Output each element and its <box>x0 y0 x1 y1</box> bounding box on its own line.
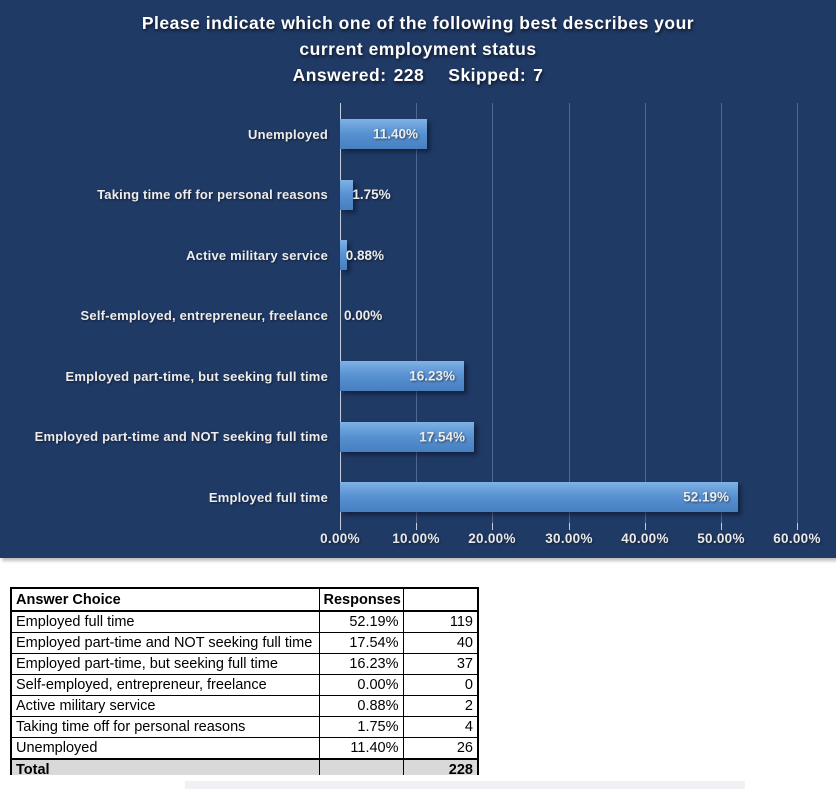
chart-title-line1: Please indicate which one of the followi… <box>141 13 695 33</box>
header-answer-choice[interactable]: Answer Choice <box>10 587 320 612</box>
axis-tick <box>797 523 798 530</box>
category-label: Employed part-time, but seeking full tim… <box>65 368 328 384</box>
cell-response-count[interactable]: 0 <box>402 674 479 696</box>
bar-value-label: 0.00% <box>344 308 383 324</box>
axis-tick-label: 50.00% <box>697 531 745 546</box>
axis-tick <box>721 523 722 530</box>
bar-value-label: 52.19% <box>683 489 729 505</box>
cell-answer-choice[interactable]: Self-employed, entrepreneur, freelance <box>10 674 320 696</box>
axis-tick <box>645 523 646 530</box>
category-label: Taking time off for personal reasons <box>97 187 328 203</box>
chart-panel[interactable]: Please indicate which one of the followi… <box>0 0 836 558</box>
skipped-value: 7 <box>533 65 544 85</box>
cell-response-count[interactable]: 40 <box>402 632 479 654</box>
axis-tick-label: 60.00% <box>773 531 821 546</box>
axis-tick-label: 10.00% <box>392 531 440 546</box>
category-label: Employed full time <box>208 489 328 505</box>
table-row: Active military service 0.88% 2 <box>10 695 479 717</box>
chart-title-line2: current employment status <box>299 39 537 59</box>
gridline <box>721 103 722 523</box>
cell-response-count[interactable]: 119 <box>402 610 479 633</box>
answered-label: Answered: <box>292 65 387 85</box>
cell-answer-choice[interactable]: Taking time off for personal reasons <box>10 716 320 738</box>
bar-value-label: 1.75% <box>352 187 391 203</box>
axis-tick <box>492 523 493 530</box>
sheet-rows-below[interactable] <box>0 775 836 790</box>
category-label: Active military service <box>186 247 328 263</box>
table-row: Employed full time 52.19% 119 <box>10 610 479 633</box>
axis-tick-label: 0.00% <box>320 531 360 546</box>
table-row: Unemployed 11.40% 26 <box>10 737 479 760</box>
chart-stats: Answered: 228 Skipped: 7 <box>0 62 836 88</box>
gridline <box>645 103 646 523</box>
cell-response-pct[interactable]: 16.23% <box>318 653 404 675</box>
bar-value-label: 16.23% <box>409 368 455 384</box>
chart-title: Please indicate which one of the followi… <box>0 10 836 88</box>
cell-answer-choice[interactable]: Employed part-time, but seeking full tim… <box>10 653 320 675</box>
bar-value-label: 0.88% <box>345 247 384 263</box>
cell-response-pct[interactable]: 1.75% <box>318 716 404 738</box>
gridline <box>569 103 570 523</box>
cell-response-count[interactable]: 2 <box>402 695 479 717</box>
cell-response-pct[interactable]: 0.88% <box>318 695 404 717</box>
bar <box>340 240 347 271</box>
header-blank[interactable] <box>402 587 479 612</box>
bar: 16.23% <box>340 361 464 392</box>
axis-tick <box>416 523 417 530</box>
axis-tick-label: 30.00% <box>545 531 593 546</box>
cell-answer-choice[interactable]: Active military service <box>10 695 320 717</box>
category-label: Employed part-time and NOT seeking full … <box>34 429 328 445</box>
table-row: Employed part-time, but seeking full tim… <box>10 653 479 675</box>
cell-response-pct[interactable]: 11.40% <box>318 737 404 760</box>
header-responses[interactable]: Responses <box>318 587 404 612</box>
table-row: Employed part-time and NOT seeking full … <box>10 632 479 654</box>
gridline <box>416 103 417 523</box>
cell-response-pct[interactable]: 0.00% <box>318 674 404 696</box>
cell-response-count[interactable]: 37 <box>402 653 479 675</box>
axis-tick <box>569 523 570 530</box>
axis-tick-label: 20.00% <box>468 531 516 546</box>
gridline <box>797 103 798 523</box>
gridline <box>492 103 493 523</box>
bar: 11.40% <box>340 119 427 150</box>
cell-response-count[interactable]: 26 <box>402 737 479 760</box>
cell-answer-choice[interactable]: Employed part-time and NOT seeking full … <box>10 632 320 654</box>
cell-response-pct[interactable]: 52.19% <box>318 610 404 633</box>
cell-answer-choice[interactable]: Employed full time <box>10 610 320 633</box>
bar: 52.19% <box>340 482 738 513</box>
table-row: Taking time off for personal reasons 1.75… <box>10 716 479 738</box>
category-label: Unemployed <box>247 126 328 142</box>
axis-tick-label: 40.00% <box>621 531 669 546</box>
bar-value-label: 11.40% <box>372 126 418 142</box>
table-body: Employed full time 52.19% 119 Employed part… <box>10 610 479 782</box>
table-header-row: Answer Choice Responses <box>10 587 479 612</box>
gridline <box>340 103 341 523</box>
bar <box>340 179 353 210</box>
cell-response-count[interactable]: 4 <box>402 716 479 738</box>
table-row: Self-employed, entrepreneur, freelance 0.… <box>10 674 479 696</box>
bar: 17.54% <box>340 421 474 452</box>
answered-value: 228 <box>393 65 425 85</box>
sheet-row-shading <box>185 781 745 789</box>
axis-tick <box>340 523 341 530</box>
results-table: Answer Choice Responses Employed full ti… <box>10 587 479 782</box>
bar-value-label: 17.54% <box>419 429 465 445</box>
cell-response-pct[interactable]: 17.54% <box>318 632 404 654</box>
category-label: Self-employed, entrepreneur, freelance <box>80 308 328 324</box>
skipped-label: Skipped: <box>448 65 527 85</box>
cell-answer-choice[interactable]: Unemployed <box>10 737 320 760</box>
